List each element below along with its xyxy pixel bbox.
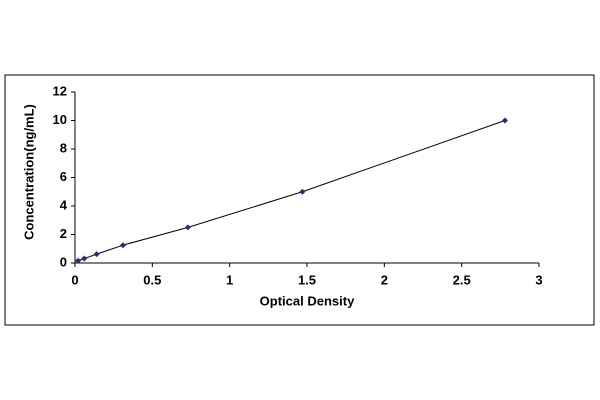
data-point: [184, 224, 191, 231]
chart-frame: [4, 74, 595, 326]
data-point: [75, 257, 82, 264]
y-tick-label: 12: [53, 83, 67, 98]
y-axis-label: Concentration(ng/mL): [21, 104, 36, 240]
x-tick-label: 1.5: [298, 272, 316, 287]
data-point: [299, 188, 306, 195]
y-tick-label: 8: [60, 140, 67, 155]
x-axis-label: Optical Density: [260, 293, 355, 308]
y-tick-label: 4: [60, 197, 68, 212]
x-tick-label: 2: [381, 272, 388, 287]
data-point: [501, 117, 508, 124]
x-tick-label: 3: [535, 272, 542, 287]
x-tick-label: 0: [71, 272, 78, 287]
x-tick-label: 1: [226, 272, 233, 287]
data-point: [81, 255, 88, 262]
x-tick-label: 0.5: [143, 272, 161, 287]
data-point: [93, 251, 100, 258]
x-tick-label: 2.5: [453, 272, 471, 287]
y-tick-label: 6: [60, 169, 67, 184]
y-tick-label: 0: [60, 254, 67, 269]
data-point: [119, 242, 126, 249]
y-tick-label: 2: [60, 226, 67, 241]
y-tick-label: 10: [53, 112, 67, 127]
